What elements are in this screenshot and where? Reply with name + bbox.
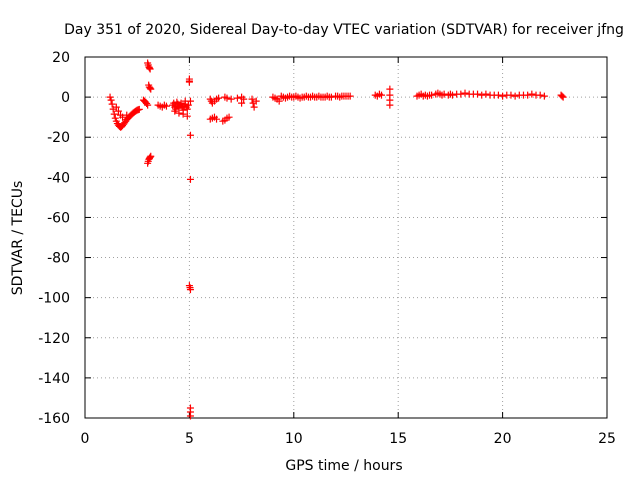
data-point: [474, 90, 482, 98]
data-point: [143, 100, 151, 108]
data-point: [112, 103, 120, 111]
data-point: [275, 97, 283, 105]
data-point: [110, 110, 118, 118]
data-point: [186, 286, 194, 294]
y-tick-label: -80: [47, 251, 70, 267]
plot-frame: [84, 56, 608, 419]
data-point: [238, 99, 246, 107]
data-point: [227, 95, 235, 103]
data-points: [106, 59, 567, 420]
data-point: [114, 107, 122, 115]
data-point: [478, 91, 486, 99]
data-point: [185, 78, 193, 86]
data-point: [146, 64, 154, 72]
y-tick-label: -160: [38, 411, 70, 427]
data-point: [507, 91, 515, 99]
x-tick-label: 15: [389, 431, 407, 447]
data-point: [213, 115, 221, 123]
data-point: [225, 113, 233, 121]
data-point: [107, 96, 115, 104]
data-point: [215, 94, 223, 102]
data-point: [494, 91, 502, 99]
data-point: [175, 109, 183, 117]
y-tick-label: -100: [38, 291, 70, 307]
y-tick-label: -140: [38, 371, 70, 387]
data-point: [457, 90, 465, 98]
data-point: [386, 85, 394, 93]
data-point: [183, 112, 191, 120]
data-point: [528, 90, 536, 98]
data-point: [558, 92, 566, 100]
data-point: [386, 101, 394, 109]
data-point: [111, 114, 119, 122]
data-point: [428, 91, 436, 99]
y-tick-label: -120: [38, 331, 70, 347]
data-point: [146, 84, 154, 92]
y-tick-label: -60: [47, 210, 70, 226]
data-point: [186, 131, 194, 139]
data-point: [186, 175, 194, 183]
data-point: [162, 102, 170, 110]
data-point: [536, 91, 544, 99]
data-point: [119, 113, 127, 121]
y-tick-label: 20: [52, 50, 70, 66]
data-point: [233, 94, 241, 102]
data-point: [123, 111, 131, 119]
data-point: [248, 95, 256, 103]
data-point: [559, 93, 567, 101]
x-axis-label: GPS time / hours: [285, 458, 402, 474]
data-point: [250, 103, 258, 111]
data-point: [511, 92, 519, 100]
data-point: [448, 91, 456, 99]
x-axis: 0 5 10 15 20 25: [81, 57, 616, 447]
data-point: [223, 94, 231, 102]
x-tick-label: 0: [81, 431, 90, 447]
x-tick-label: 10: [285, 431, 303, 447]
data-point: [177, 99, 185, 107]
data-point: [186, 97, 194, 105]
data-point: [482, 90, 490, 98]
x-tick-label: 20: [494, 431, 512, 447]
data-point: [440, 90, 448, 98]
data-point: [346, 92, 354, 100]
data-point: [327, 93, 335, 101]
y-axis: 20 0 -20 -40 -60 -80 -100 -120 -140 -160: [38, 50, 607, 427]
data-point: [144, 101, 152, 109]
data-point: [171, 107, 179, 115]
data-point: [377, 91, 385, 99]
data-point: [147, 152, 155, 160]
data-point: [183, 105, 191, 113]
data-point: [252, 97, 260, 105]
data-point: [461, 89, 469, 97]
data-point: [106, 93, 114, 101]
y-tick-label: -20: [47, 130, 70, 146]
grid-lines: [85, 57, 607, 418]
data-point: [186, 412, 194, 420]
data-point: [499, 92, 507, 100]
data-point: [540, 92, 548, 100]
data-point: [135, 105, 143, 113]
x-tick-label: 5: [185, 431, 194, 447]
data-point: [147, 85, 155, 93]
data-point: [524, 91, 532, 99]
y-tick-label: 0: [61, 90, 70, 106]
data-point: [108, 100, 116, 108]
y-axis-label: SDTVAR / TECUs: [10, 181, 26, 296]
data-point: [179, 110, 187, 118]
data-point: [146, 65, 154, 73]
data-point: [173, 98, 181, 106]
chart-title: Day 351 of 2020, Sidereal Day-to-day VTE…: [64, 22, 624, 38]
data-point: [170, 99, 178, 107]
data-point: [184, 101, 192, 109]
data-point: [146, 153, 154, 161]
y-tick-label: -40: [47, 170, 70, 186]
data-point: [240, 95, 248, 103]
x-tick-label: 25: [598, 431, 616, 447]
